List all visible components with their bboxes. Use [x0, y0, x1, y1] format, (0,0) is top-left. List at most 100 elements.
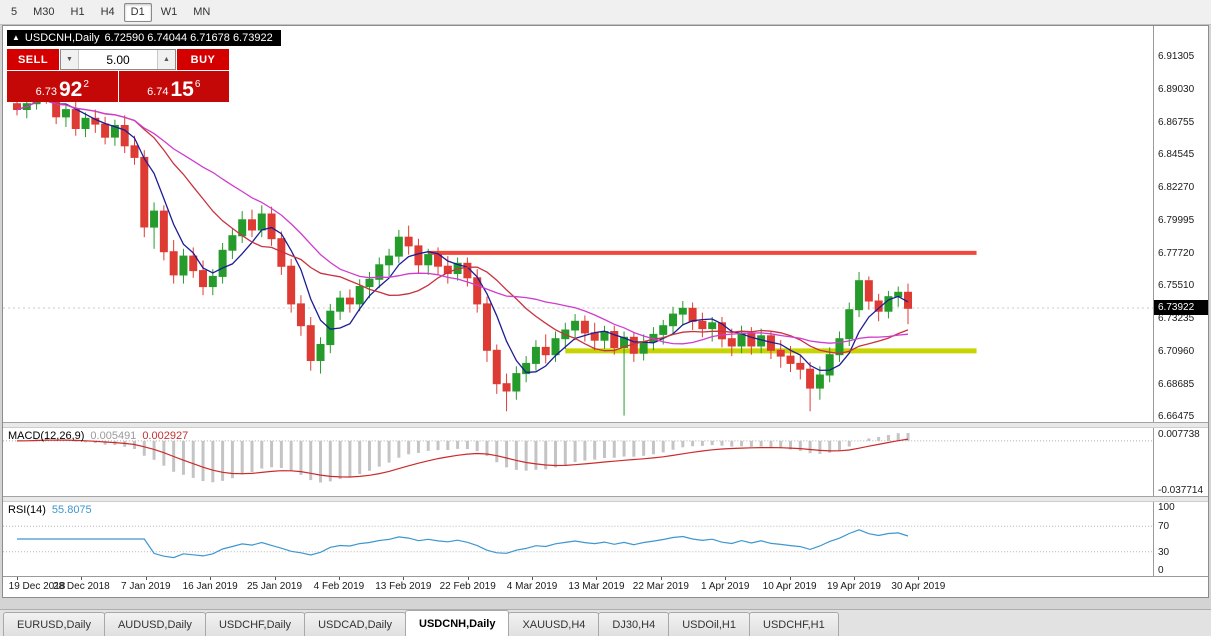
time-axis-tick [210, 577, 212, 580]
buy-button[interactable]: BUY [177, 49, 229, 70]
price-axis-label: 6.75510 [1158, 279, 1195, 291]
chart-tab-usdcnh-daily[interactable]: USDCNH,Daily [405, 610, 510, 636]
sell-price-display[interactable]: 6.73 92 2 [7, 71, 118, 102]
volume-input[interactable]: 5.00 [106, 52, 130, 67]
sell-button[interactable]: SELL [7, 49, 59, 70]
time-axis-label: 13 Feb 2019 [375, 581, 432, 592]
time-axis-label: 10 Apr 2019 [762, 581, 817, 592]
buy-price-small: 6.74 [147, 86, 169, 98]
time-axis-tick [660, 577, 662, 580]
buy-price-sup: 6 [194, 79, 201, 90]
price-plot-area[interactable]: ▲ USDCNH,Daily 6.72590 6.74044 6.71678 6… [3, 26, 1153, 422]
time-axis-tick [17, 577, 18, 580]
chart-tab-dj30-h4[interactable]: DJ30,H4 [598, 612, 670, 636]
symbol-info[interactable]: ▲ USDCNH,Daily 6.72590 6.74044 6.71678 6… [7, 30, 281, 46]
rsi-axis-label: 0 [1158, 565, 1164, 576]
macd-axis-max: 0.007738 [1158, 429, 1200, 440]
sell-price-small: 6.73 [35, 86, 57, 98]
rsi-label: RSI(14) 55.8075 [8, 504, 92, 516]
timeframe-button-d1[interactable]: D1 [123, 2, 152, 22]
timeframe-button-mn[interactable]: MN [193, 5, 211, 18]
price-axis-label: 6.73235 [1158, 312, 1195, 324]
time-axis-tick [854, 577, 856, 580]
time-axis-label: 13 Mar 2019 [568, 581, 625, 592]
macd-axis[interactable]: 0.007738 -0.037714 [1153, 428, 1208, 496]
price-axis-label: 6.66475 [1158, 410, 1195, 422]
time-axis-tick [338, 577, 340, 580]
price-axis-label: 6.79995 [1158, 214, 1195, 226]
chart-tab-bar: EURUSD,Daily AUDUSD,Daily USDCHF,Daily USDC… [0, 609, 1211, 636]
price-axis-label: 6.68685 [1158, 378, 1195, 390]
panel-divider[interactable] [3, 422, 1208, 428]
chart-tab-usdchf-h1[interactable]: USDCHF,H1 [749, 612, 839, 636]
sell-price-sup: 2 [83, 79, 89, 90]
chart-tab-usdcad-daily[interactable]: USDCAD,Daily [304, 612, 407, 636]
symbol-ohlc: 6.72590 6.74044 6.71678 6.73922 [104, 32, 273, 44]
buy-price-display[interactable]: 6.74 15 6 [118, 71, 229, 102]
timeframe-button-h4[interactable]: H4 [100, 5, 115, 18]
chart-tab-usdchf-daily[interactable]: USDCHF,Daily [204, 612, 306, 636]
panel-divider[interactable] [3, 496, 1208, 502]
chart-tab-eurusd-daily[interactable]: EURUSD,Daily [3, 612, 105, 636]
time-axis-label: 4 Feb 2019 [313, 581, 365, 592]
rsi-axis-label: 100 [1158, 502, 1175, 513]
timeframe-button-m30[interactable]: M30 [33, 5, 55, 18]
time-axis-tick [403, 577, 405, 580]
price-axis-label: 6.86755 [1158, 116, 1195, 128]
timeframe-button-w1[interactable]: W1 [160, 5, 178, 18]
sell-price-big: 92 [59, 78, 83, 101]
macd-plot-area[interactable]: MACD(12,26,9) 0.005491 0.002927 [3, 428, 1153, 496]
time-axis-tick [467, 577, 469, 580]
volume-up-icon[interactable]: ▲ [157, 50, 175, 69]
time-axis-label: 30 Apr 2019 [891, 581, 946, 592]
time-axis-tick [81, 577, 83, 580]
macd-label: MACD(12,26,9) 0.005491 0.002927 [8, 430, 188, 442]
macd-chart [3, 433, 1153, 483]
price-axis[interactable]: 6.73922 6.91305 6.89030 6.86755 6.84545 6.82… [1153, 26, 1208, 422]
volume-spinner: ▼ 5.00 ▲ [60, 49, 176, 70]
rsi-plot-area[interactable]: RSI(14) 55.8075 [3, 502, 1153, 576]
macd-axis-min: -0.037714 [1158, 485, 1204, 496]
price-axis-label: 6.91305 [1158, 50, 1195, 62]
rsi-value: 55.8075 [51, 504, 92, 516]
price-axis-label: 6.82270 [1158, 181, 1195, 193]
time-axis-tick [532, 577, 534, 580]
time-axis-tick [145, 577, 147, 580]
time-axis-label: 1 Apr 2019 [701, 581, 750, 592]
macd-panel: MACD(12,26,9) 0.005491 0.002927 0.007738 -… [3, 428, 1208, 496]
time-axis-label: 16 Jan 2019 [182, 581, 238, 592]
time-axis-label: 28 Dec 2018 [53, 581, 110, 592]
current-price-badge: 6.73922 [1154, 299, 1208, 315]
volume-down-icon[interactable]: ▼ [61, 50, 79, 69]
rsi-chart [3, 525, 1153, 559]
timeframe-button-5[interactable]: 5 [11, 5, 18, 18]
time-axis-label: 19 Dec 2018 [8, 581, 66, 592]
time-axis[interactable]: 19 Dec 2018 28 Dec 2018 7 Jan 2019 16 Jan 2… [3, 576, 1208, 597]
time-axis-label: 22 Mar 2019 [632, 581, 689, 592]
time-axis-label: 7 Jan 2019 [121, 581, 171, 592]
time-axis-label: 22 Feb 2019 [439, 581, 496, 592]
time-axis-label: 19 Apr 2019 [827, 581, 881, 592]
chart-tab-audusd-daily[interactable]: AUDUSD,Daily [103, 612, 206, 636]
one-click-trading-panel: SELL ▼ 5.00 ▲ BUY 6.73 92 2 [7, 49, 229, 102]
price-axis-label: 6.89030 [1158, 83, 1195, 95]
rsi-axis-label: 30 [1158, 546, 1170, 558]
main-chart-panel: ▲ USDCNH,Daily 6.72590 6.74044 6.71678 6… [3, 26, 1208, 422]
symbol-name: USDCNH,Daily [24, 32, 100, 44]
rsi-axis-label: 70 [1158, 521, 1170, 533]
price-axis-label: 6.77720 [1158, 247, 1195, 259]
chart-tab-usdoil-h1[interactable]: USDOil,H1 [668, 612, 750, 636]
candlestick-chart [3, 84, 1153, 416]
time-axis-tick [596, 577, 598, 580]
timeframe-toolbar: 5 M30 H1 H4 D1 W1 MN [0, 0, 1211, 25]
timeframe-button-h1[interactable]: H1 [70, 5, 85, 18]
time-axis-tick [274, 577, 276, 580]
horizontal-scroll-strip[interactable] [0, 598, 1211, 609]
macd-main-value: 0.005491 [90, 430, 137, 442]
rsi-panel: RSI(14) 55.8075 100 70 30 0 [3, 502, 1208, 576]
rsi-axis[interactable]: 100 70 30 0 [1153, 502, 1208, 576]
rsi-name: RSI(14) [8, 504, 46, 516]
chart-tab-xauusd-h4[interactable]: XAUUSD,H4 [508, 612, 600, 636]
price-axis-label: 6.70960 [1158, 345, 1195, 357]
collapse-arrow-icon[interactable]: ▲ [12, 33, 20, 42]
